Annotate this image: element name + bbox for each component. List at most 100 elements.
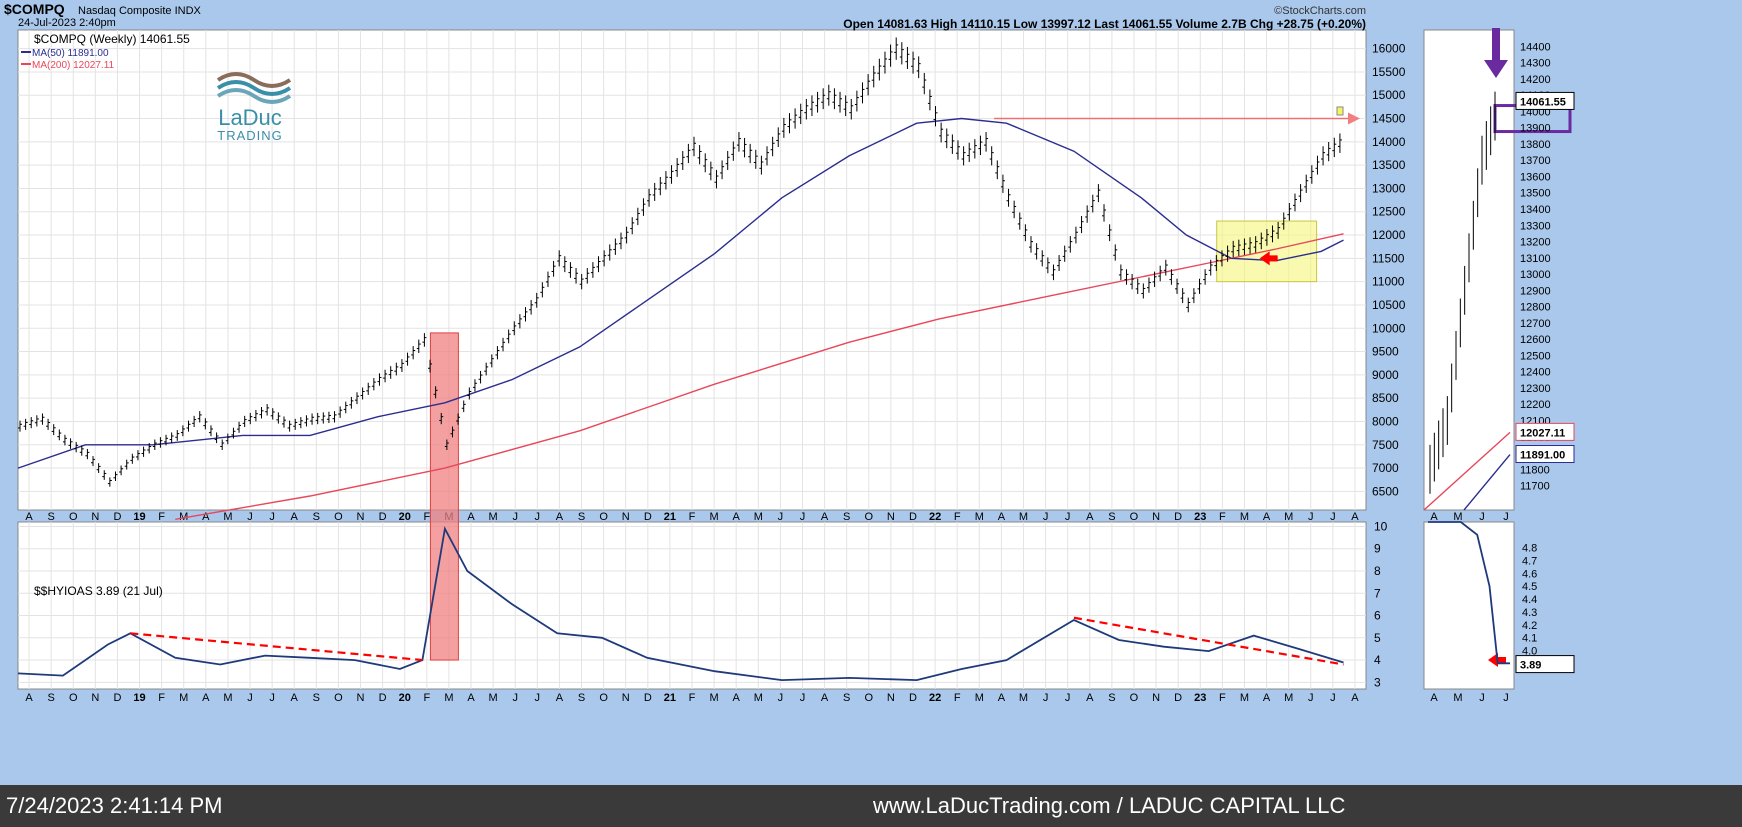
ma200-line [175, 233, 1344, 520]
zoom-y-tick-label: 12600 [1520, 334, 1551, 346]
logo-wave-icon [216, 80, 292, 96]
x-tick-label: N [357, 511, 365, 523]
zoom-lower-y-tick-label: 4.0 [1522, 645, 1537, 657]
logo-wave-icon [216, 88, 292, 104]
x-tick-label: O [334, 692, 343, 704]
ma50-value-label-bg [1515, 445, 1575, 464]
x-tick-label: D [644, 511, 652, 523]
x-tick-label: J [800, 692, 806, 704]
trendline-dashed [1073, 616, 1344, 666]
x-tick-label: A [1086, 692, 1094, 704]
zoom-y-tick-label: 14400 [1520, 41, 1551, 53]
x-tick-label: M [710, 692, 719, 704]
x-tick-label: M [223, 511, 232, 523]
x-tick-label: A [1263, 692, 1271, 704]
quote-line: Open 14081.63 High 14110.15 Low 13997.12… [843, 17, 1366, 31]
x-tick-label: M [754, 511, 763, 523]
ma50-line [17, 117, 1344, 469]
x-tick-label: S [47, 511, 54, 523]
x-tick-label: J [247, 511, 253, 523]
footer-timestamp: 7/24/2023 2:41:14 PM [6, 793, 223, 818]
x-tick-label: 21 [664, 511, 676, 523]
x-tick-label: D [379, 511, 387, 523]
x-tick-label: M [489, 692, 498, 704]
y-tick-label: 5 [1374, 631, 1381, 645]
zoom-y-tick-label: 11700 [1520, 481, 1550, 493]
header-date: 24-Jul-2023 2:40pm [18, 17, 116, 29]
x-tick-label: 23 [1194, 511, 1206, 523]
x-tick-label: M [1284, 511, 1293, 523]
header-name: Nasdaq Composite INDX [78, 5, 202, 17]
zoom-lower-y-tick-label: 4.7 [1522, 556, 1537, 568]
x-tick-label: F [158, 692, 165, 704]
x-tick-label: S [578, 692, 585, 704]
zoom-x-tick-label: A [1430, 692, 1438, 704]
zoom-y-tick-label: 13100 [1520, 253, 1551, 265]
zoom-x-tick-label: A [1430, 511, 1438, 523]
x-tick-label: J [1330, 692, 1336, 704]
zoom-y-tick-label: 12700 [1520, 318, 1551, 330]
hyioas-line [17, 525, 1344, 682]
x-tick-label: J [1308, 692, 1314, 704]
x-tick-label: M [179, 692, 188, 704]
x-tick-label: J [269, 692, 275, 704]
x-tick-label: S [843, 692, 850, 704]
y-tick-label: 8000 [1372, 414, 1399, 428]
x-tick-label: D [379, 692, 387, 704]
x-tick-label: D [909, 511, 917, 523]
x-tick-label: D [113, 692, 121, 704]
zoom-y-tick-label: 13300 [1520, 220, 1551, 232]
zoom-lower-y-tick-label: 4.4 [1522, 594, 1537, 606]
x-tick-label: D [644, 692, 652, 704]
x-tick-label: A [556, 692, 564, 704]
zoom-x-tick-label: J [1503, 511, 1509, 523]
x-tick-label: M [1019, 692, 1028, 704]
x-tick-label: A [1351, 692, 1359, 704]
x-tick-label: F [423, 692, 430, 704]
y-tick-label: 11500 [1372, 251, 1405, 265]
zoom-y-tick-label: 13900 [1520, 123, 1551, 135]
zoom-lower-y-tick-label: 4.5 [1522, 581, 1537, 593]
x-tick-label: M [1240, 692, 1249, 704]
x-tick-label: D [113, 511, 121, 523]
x-tick-label: S [313, 692, 320, 704]
zoom-y-tick-label: 13600 [1520, 171, 1551, 183]
x-tick-label: F [689, 692, 696, 704]
x-tick-label: J [535, 511, 541, 523]
y-tick-label: 8 [1374, 564, 1381, 578]
x-tick-label: J [800, 511, 806, 523]
y-tick-label: 12000 [1372, 228, 1406, 242]
y-tick-label: 13000 [1372, 181, 1406, 195]
x-tick-label: M [489, 511, 498, 523]
x-tick-label: 20 [399, 692, 411, 704]
zoom-y-tick-label: 14300 [1520, 58, 1551, 70]
zoom-y-tick-label: 11800 [1520, 464, 1550, 476]
x-tick-label: 22 [929, 511, 941, 523]
last-bar-marker [1336, 106, 1344, 116]
x-tick-label: M [223, 692, 232, 704]
y-tick-label: 4 [1374, 653, 1381, 667]
x-tick-label: A [821, 692, 829, 704]
x-tick-label: A [467, 692, 475, 704]
zoom-y-tick-label: 13400 [1520, 204, 1551, 216]
zoom-lower-y-tick-label: 4.1 [1522, 633, 1537, 645]
zoom-hyioas-line [1428, 521, 1510, 665]
x-tick-label: O [599, 692, 608, 704]
zoom-x-tick-label: M [1453, 692, 1462, 704]
x-tick-label: S [47, 692, 54, 704]
zoom-lower-y-tick-label: 4.3 [1522, 607, 1537, 619]
zoom-y-tick-label: 12500 [1520, 350, 1551, 362]
legend-ma200: MA(200) 12027.11 [32, 60, 115, 71]
x-tick-label: N [1152, 511, 1160, 523]
x-tick-label: F [689, 511, 696, 523]
x-tick-label: F [954, 692, 961, 704]
zoom-y-tick-label: 12200 [1520, 399, 1551, 411]
watermark: ©StockCharts.com [1274, 5, 1366, 17]
last-price-label: 14061.55 [1520, 96, 1566, 108]
zoom-y-tick-label: 12800 [1520, 302, 1551, 314]
zoom-x-tick-label: M [1453, 511, 1462, 523]
x-tick-label: J [512, 692, 518, 704]
x-tick-label: A [1351, 511, 1359, 523]
zoom-lower-y-tick-label: 4.6 [1522, 568, 1537, 580]
